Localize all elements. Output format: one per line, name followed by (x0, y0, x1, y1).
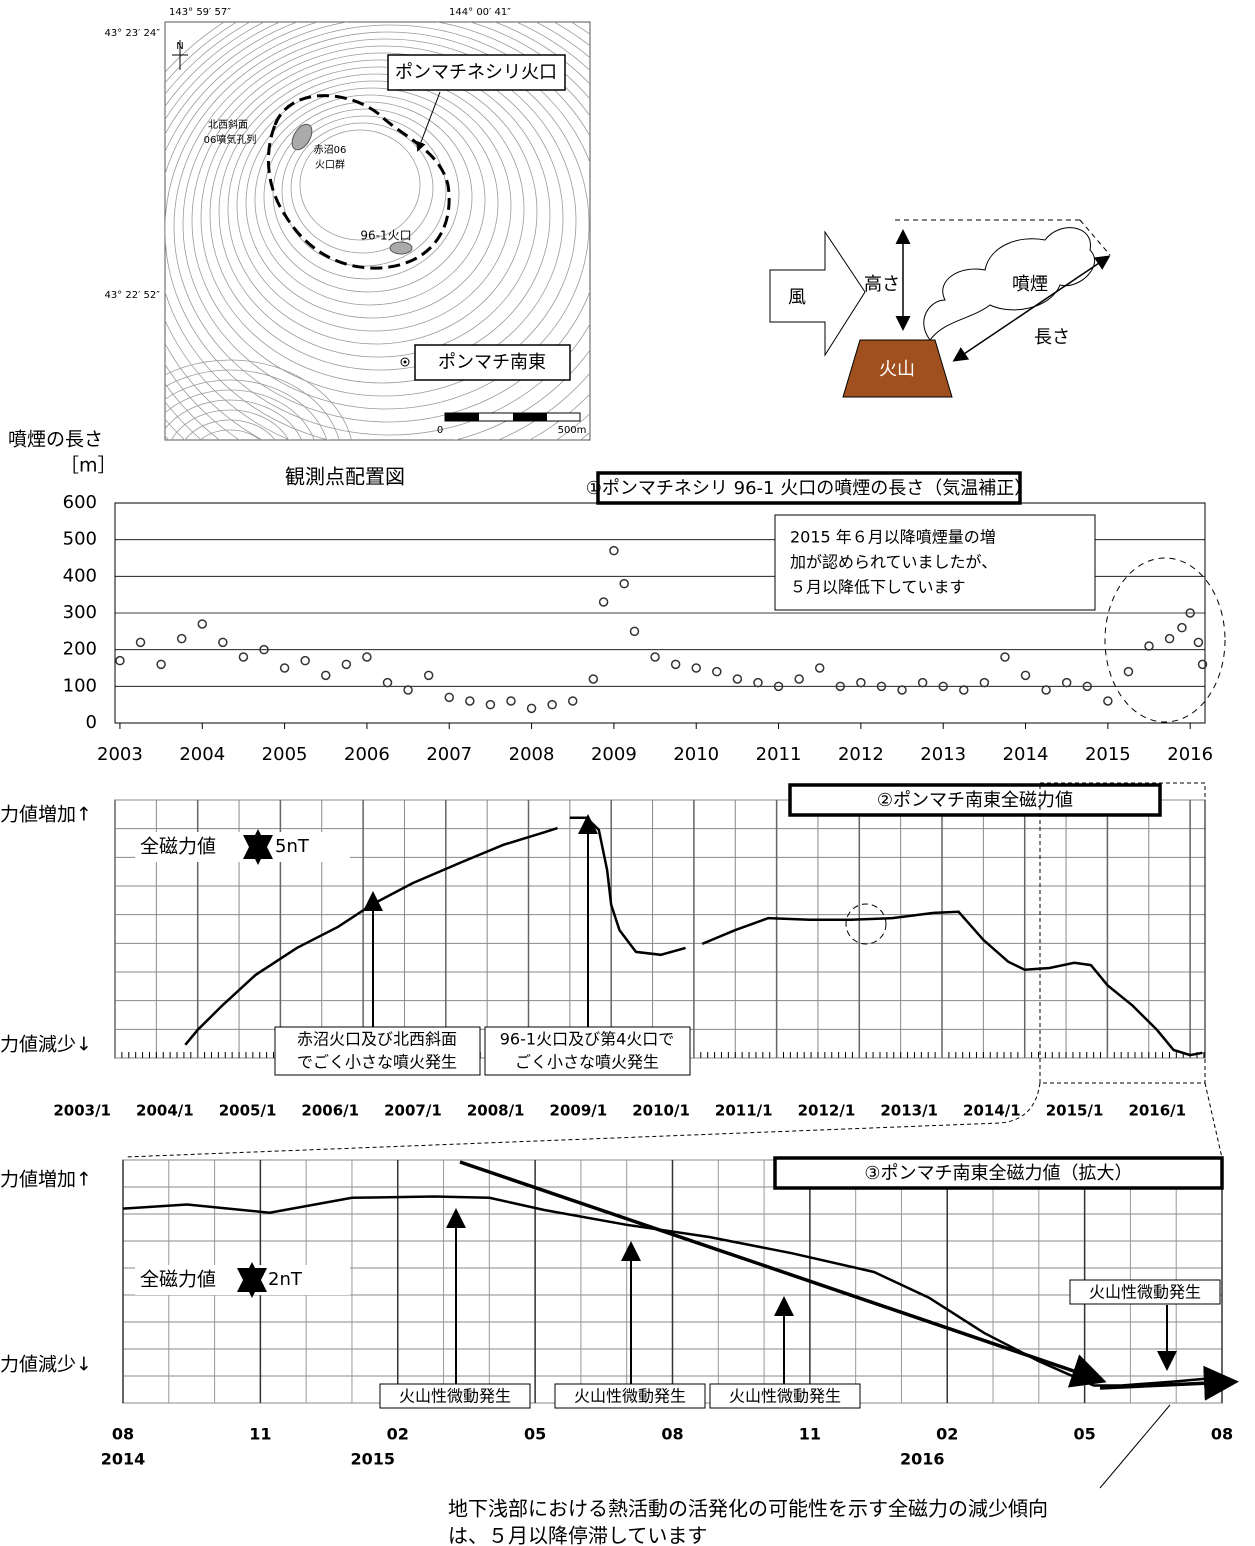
x-tick-label: 08 (661, 1425, 683, 1444)
x-tick-label: 08 (112, 1425, 134, 1444)
event-label: 赤沼火口及び北西斜面 (297, 1030, 457, 1049)
event-label: 火山性微動発生 (729, 1387, 841, 1406)
x-tick-label: 2011 (756, 744, 802, 765)
x-tick-label: 2003/1 (53, 1102, 111, 1120)
x-tick-label: 05 (1073, 1425, 1095, 1444)
decrease-label: 力値減少↓ (0, 1354, 92, 1376)
x-tick-label: 2012 (838, 744, 884, 765)
note-text: 加が認められていましたが、 (790, 553, 997, 572)
x-tick-label: 2006/1 (301, 1102, 359, 1120)
scale-label: 全磁力値 (140, 1269, 216, 1291)
x-tick-label: 2015/1 (1046, 1102, 1104, 1120)
note-pointer (1100, 1405, 1170, 1488)
note-text: 地下浅部における熱活動の活発化の可能性を示す全磁力の減少傾向 (448, 1497, 1048, 1521)
increase-label: 力値増加↑ (0, 804, 92, 826)
lon-label: 144° 00′ 41″ (449, 7, 511, 18)
event-label: 火山性微動発生 (574, 1387, 686, 1406)
x-tick-label: 2004 (179, 744, 225, 765)
y-tick-label: 600 (63, 492, 97, 513)
scale-unit: 5nT (275, 836, 310, 857)
plume-label: 噴煙 (1012, 274, 1048, 295)
y-tick-label: 500 (63, 529, 97, 550)
x-tick-label: 08 (1211, 1425, 1233, 1444)
map-caption: 観測点配置図 (285, 465, 405, 489)
event-label: 火山性微動発生 (399, 1387, 511, 1406)
plume-diagram: 風 高さ 噴煙 長さ 火山 (770, 220, 1110, 397)
lat-label: 43° 22′ 52″ (104, 290, 160, 301)
y-tick-label: 300 (63, 602, 97, 623)
zoom-link (1205, 1083, 1222, 1158)
x-tick-label: 2003 (97, 744, 143, 765)
y-tick-label: 200 (63, 639, 97, 660)
year-label: 2015 (350, 1450, 395, 1469)
y-axis-label: ［m］ (60, 455, 117, 477)
note-text: ５月以降低下しています (790, 578, 966, 597)
lat-label: 43° 23′ 24″ (104, 28, 160, 39)
y-tick-label: 0 (86, 712, 97, 733)
chart-title: ①ポンマチネシリ 96-1 火口の噴煙の長さ（気温補正） (586, 478, 1032, 499)
x-tick-label: 2007/1 (384, 1102, 442, 1120)
note-text: は、５月以降停滞しています (448, 1524, 707, 1546)
chart-title: ②ポンマチ南東全磁力値 (877, 790, 1073, 811)
event-label: でごく小さな噴火発生 (297, 1053, 457, 1072)
x-tick-label: 02 (387, 1425, 409, 1444)
x-tick-label: 02 (936, 1425, 958, 1444)
event-label: 火山性微動発生 (1089, 1283, 1201, 1302)
length-label: 長さ (1034, 327, 1070, 348)
north-label: N (176, 41, 183, 52)
map-label: 96-1火口 (360, 229, 411, 243)
x-tick-label: 2009 (591, 744, 637, 765)
decrease-label: 力値減少↓ (0, 1034, 92, 1056)
lon-label: 143° 59′ 57″ (169, 7, 231, 18)
x-tick-label: 2014/1 (963, 1102, 1021, 1120)
scale-label: 500m (558, 425, 587, 436)
scale-unit: 2nT (268, 1269, 303, 1290)
zoom-link (125, 1083, 1040, 1157)
chart-title: ③ポンマチ南東全磁力値（拡大） (864, 1163, 1132, 1184)
x-tick-label: 2016 (1167, 744, 1213, 765)
wind-label: 風 (788, 287, 806, 308)
event-label: ごく小さな噴火発生 (515, 1053, 659, 1072)
year-label: 2014 (101, 1450, 146, 1469)
x-tick-label: 2008 (509, 744, 555, 765)
x-tick-label: 2011/1 (715, 1102, 773, 1120)
x-tick-label: 2013/1 (880, 1102, 938, 1120)
increase-label: 力値増加↑ (0, 1169, 92, 1191)
x-tick-label: 2013 (920, 744, 966, 765)
x-tick-label: 2012/1 (798, 1102, 856, 1120)
crater-label: ポンマチネシリ火口 (395, 62, 557, 83)
x-tick-label: 2005 (262, 744, 308, 765)
year-label: 2016 (900, 1450, 945, 1469)
height-label: 高さ (864, 274, 900, 295)
map-label: 赤沼06 (314, 143, 347, 156)
x-tick-label: 2006 (344, 744, 390, 765)
x-tick-label: 2015 (1085, 744, 1131, 765)
volcano-label: 火山 (879, 359, 915, 380)
x-tick-label: 2004/1 (136, 1102, 194, 1120)
scale-label: 全磁力値 (140, 836, 216, 858)
x-tick-label: 2005/1 (219, 1102, 277, 1120)
x-tick-label: 2010 (673, 744, 719, 765)
scale-label: 0 (437, 425, 443, 436)
map-label: 火口群 (315, 158, 345, 171)
y-tick-label: 100 (63, 675, 97, 696)
x-tick-label: 2016/1 (1128, 1102, 1186, 1120)
x-tick-label: 2014 (1003, 744, 1049, 765)
x-tick-label: 05 (524, 1425, 546, 1444)
event-label: 96-1火口及び第4火口で (500, 1030, 675, 1049)
note-text: 2015 年６月以降噴煙量の増 (790, 528, 996, 547)
x-tick-label: 2010/1 (632, 1102, 690, 1120)
y-axis-label: 噴煙の長さ (8, 429, 103, 451)
figure: 143° 59′ 57″ 144° 00′ 41″ 43° 23′ 24″ 43… (0, 0, 1255, 1546)
x-tick-label: 2007 (426, 744, 472, 765)
map-label: 06噴気孔列 (204, 133, 257, 146)
station-label: ポンマチ南東 (438, 352, 546, 373)
x-tick-label: 2008/1 (467, 1102, 525, 1120)
x-tick-label: 2009/1 (550, 1102, 608, 1120)
map-label: 北西斜面 (208, 118, 248, 131)
y-tick-label: 400 (63, 565, 97, 586)
x-tick-label: 11 (249, 1425, 271, 1444)
x-tick-label: 11 (799, 1425, 821, 1444)
